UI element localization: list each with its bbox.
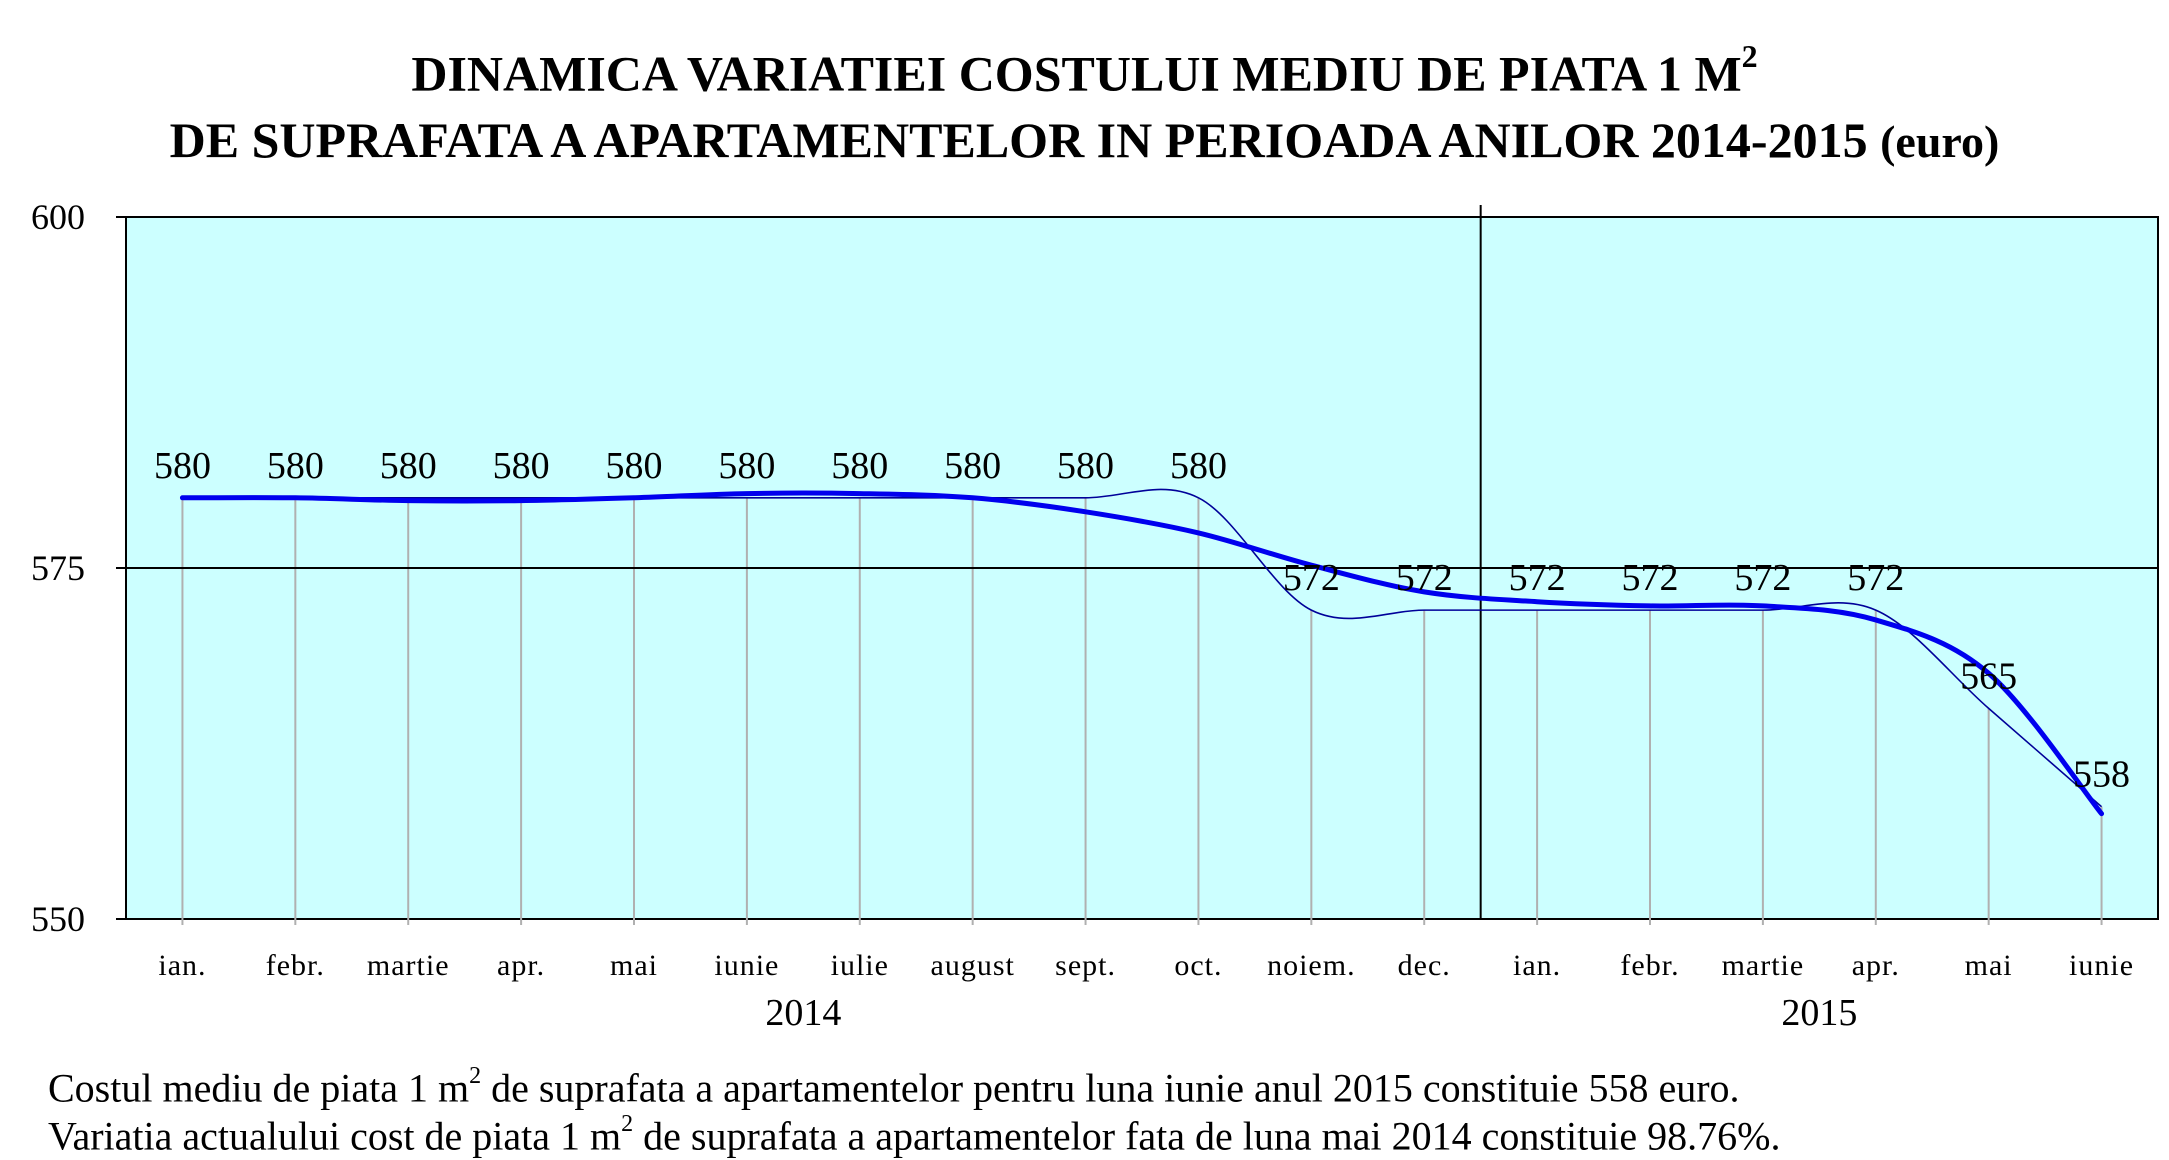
axes bbox=[116, 205, 2158, 920]
chart-subtitle-text: DE SUPRAFATA A APARTAMENTELOR IN PERIOAD… bbox=[169, 112, 1868, 168]
x-tick-label: ian. bbox=[158, 949, 206, 982]
footnote-2-superscript: 2 bbox=[621, 1111, 634, 1137]
data-label: 572 bbox=[1509, 557, 1566, 599]
data-label: 580 bbox=[944, 445, 1001, 487]
data-label: 580 bbox=[380, 445, 437, 487]
drop-lines bbox=[181, 497, 2103, 925]
x-tick-label: august bbox=[931, 949, 1015, 982]
x-tick-label: febr. bbox=[266, 949, 325, 982]
year-group-label: 2014 bbox=[765, 992, 841, 1034]
footnote-2-text-a: Variatia actualului cost de piata 1 m bbox=[48, 1113, 622, 1159]
x-tick-label: mai bbox=[1965, 949, 2013, 982]
y-tick-label: 600 bbox=[31, 197, 85, 237]
footnote-2-text-b: de suprafata a apartamentelor fata de lu… bbox=[633, 1113, 1781, 1159]
data-label: 580 bbox=[1057, 445, 1114, 487]
data-labels: 580 580 580 580 580 580 580 580 580 580 572 572 572 5… bbox=[154, 445, 2130, 796]
chart-title-line2: DE SUPRAFATA A APARTAMENTELOR IN PERIOAD… bbox=[0, 110, 2169, 172]
footnote-1-text-b: de suprafata a apartamentelor pentru lun… bbox=[481, 1065, 1740, 1111]
data-label: 572 bbox=[1734, 557, 1791, 599]
x-tick-label: apr. bbox=[1852, 949, 1900, 982]
x-tick-label: iunie bbox=[2069, 949, 2134, 982]
data-label: 580 bbox=[1170, 445, 1227, 487]
data-label: 580 bbox=[606, 445, 663, 487]
x-tick-label: sept. bbox=[1055, 949, 1116, 982]
data-label: 580 bbox=[267, 445, 324, 487]
data-label: 580 bbox=[493, 445, 550, 487]
footnote-1-text-a: Costul mediu de piata 1 m bbox=[48, 1065, 470, 1111]
x-tick-label: martie bbox=[367, 949, 450, 982]
data-label: 580 bbox=[718, 445, 775, 487]
x-tick-label: noiem. bbox=[1267, 949, 1356, 982]
x-tick-label: mai bbox=[610, 949, 658, 982]
y-tick-label: 575 bbox=[31, 548, 85, 588]
data-label: 580 bbox=[831, 445, 888, 487]
data-label: 572 bbox=[1847, 557, 1904, 599]
y-tick-label: 550 bbox=[31, 899, 85, 939]
x-tick-label: ian. bbox=[1513, 949, 1561, 982]
data-label: 572 bbox=[1283, 557, 1340, 599]
chart-title-line1: DINAMICA VARIATIEI COSTULUI MEDIU DE PIA… bbox=[0, 32, 2169, 104]
year-group-label: 2015 bbox=[1781, 992, 1857, 1034]
chart-unit-label: (euro) bbox=[1880, 116, 2000, 167]
x-tick-label: apr. bbox=[497, 949, 545, 982]
x-tick-label: iulie bbox=[831, 949, 889, 982]
series-layer bbox=[179, 488, 2105, 817]
series-line-trend bbox=[179, 490, 2105, 817]
chart-title-superscript: 2 bbox=[1741, 38, 1758, 74]
data-label: 580 bbox=[154, 445, 211, 487]
x-tick-label: iunie bbox=[714, 949, 779, 982]
x-tick-label: dec. bbox=[1398, 949, 1451, 982]
x-tick-label: oct. bbox=[1174, 949, 1222, 982]
data-label: 565 bbox=[1960, 655, 2017, 697]
data-label: 572 bbox=[1622, 557, 1679, 599]
axis-ticks: 550 575 600 ian. febr. martie apr. mai iunie iuli… bbox=[31, 197, 2134, 1034]
chart-title-text: DINAMICA VARIATIEI COSTULUI MEDIU DE PIA… bbox=[411, 45, 1742, 102]
footnote-variation: Variatia actualului cost de piata 1 m2 d… bbox=[48, 1104, 1780, 1160]
data-label: 572 bbox=[1396, 557, 1453, 599]
x-tick-label: febr. bbox=[1620, 949, 1679, 982]
footnote-current-cost: Costul mediu de piata 1 m2 de suprafata … bbox=[48, 1056, 1740, 1112]
x-tick-label: martie bbox=[1722, 949, 1805, 982]
footnote-1-superscript: 2 bbox=[469, 1063, 482, 1089]
data-label: 558 bbox=[2073, 754, 2130, 796]
